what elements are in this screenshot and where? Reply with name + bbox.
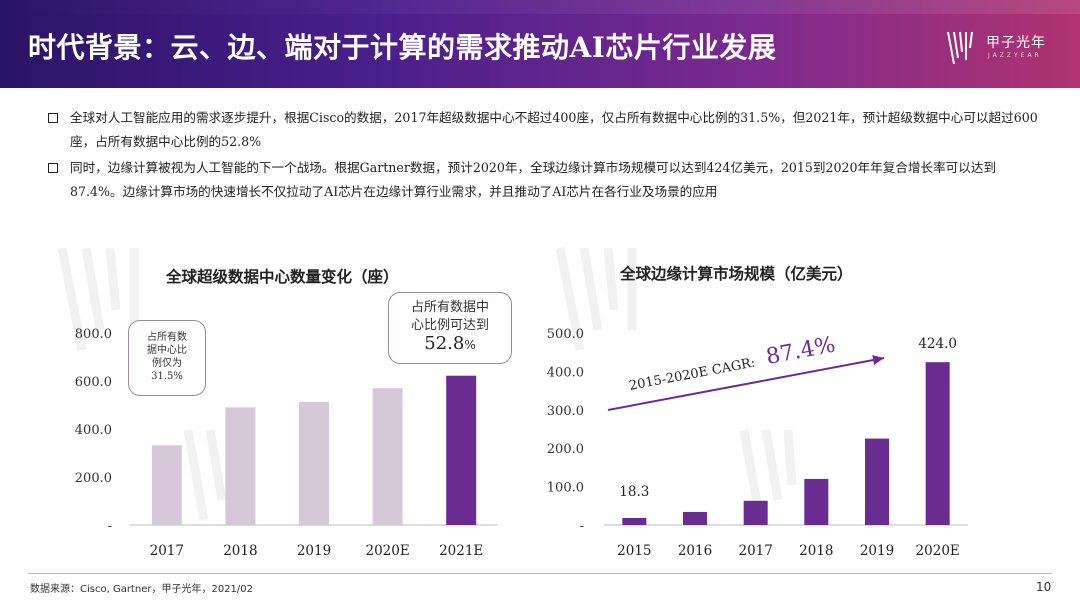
bar-2015	[622, 517, 647, 525]
y-tick-label: 100.0	[547, 481, 584, 496]
y-tick-label: 200.0	[75, 471, 112, 486]
bar-2018	[225, 407, 256, 525]
y-tick-label: -	[580, 519, 584, 534]
bar-2021E	[446, 375, 477, 525]
page-title: 时代背景：云、边、端对于计算的需求推动AI芯片行业发展	[28, 31, 777, 64]
y-tick-label: -	[108, 519, 112, 534]
page-number: 10	[1036, 580, 1052, 594]
footer-divider	[28, 573, 1052, 574]
bullet-text: 全球对人工智能应用的需求逐步提升，根据Cisco的数据，2017年超级数据中心不…	[70, 110, 1038, 149]
square-bullet-icon	[48, 163, 58, 173]
bullet-text: 同时，边缘计算被视为人工智能的下一个战场。根据Gartner数据，预计2020年…	[70, 160, 997, 199]
cagr-value: 87.4%	[764, 332, 837, 370]
callout-line: 占所有数	[147, 332, 187, 343]
x-tick-label: 2019	[860, 543, 894, 559]
x-tick-label: 2017	[150, 543, 184, 559]
x-tick-label: 2016	[678, 543, 712, 559]
callout-line: 例仅为	[152, 358, 182, 369]
callout-line: 心比例可达到	[410, 318, 489, 333]
bar-2017	[151, 445, 182, 525]
x-tick-label: 2017	[738, 543, 772, 559]
bar-2019	[299, 401, 329, 525]
bar-2019	[865, 438, 889, 525]
logo-subtext: JAZZYEAR	[988, 52, 1042, 59]
x-tick-label: 2019	[297, 543, 331, 559]
y-tick-label: 200.0	[547, 442, 584, 457]
bullet-list: 全球对人工智能应用的需求逐步提升，根据Cisco的数据，2017年超级数据中心不…	[48, 106, 1038, 206]
callout-2017-share: 占所有数 据中心比 例仅为 31.5%	[128, 320, 206, 396]
callout-number: 52.8	[424, 333, 465, 354]
y-tick-label: 600.0	[75, 375, 112, 390]
bar-2018	[804, 478, 829, 525]
cagr-arrow-head-icon	[872, 355, 884, 365]
y-tick-label: 500.0	[547, 327, 584, 342]
y-tick-label: 300.0	[547, 404, 584, 419]
x-tick-label: 2015	[617, 543, 651, 559]
logo-text: 甲子光年	[986, 35, 1046, 51]
bar-2020E	[925, 362, 950, 525]
logo-mark-icon	[947, 31, 973, 65]
callout-line: 占所有数据中	[410, 300, 489, 315]
brand-logo: 甲子光年 JAZZYEAR	[944, 28, 1064, 68]
chart1-title: 全球超级数据中心数量变化（座）	[166, 267, 399, 286]
data-label: 18.3	[619, 484, 649, 500]
square-bullet-icon	[48, 113, 58, 123]
y-tick-label: 800.0	[75, 327, 112, 342]
bar-2016	[683, 511, 707, 525]
x-tick-label: 2018	[223, 543, 257, 559]
header-banner: 时代背景：云、边、端对于计算的需求推动AI芯片行业发展 甲子光年 JAZZYEA…	[0, 0, 1080, 88]
callout-line: 31.5%	[151, 371, 183, 382]
callout-unit: %	[464, 338, 476, 352]
chart2-title: 全球边缘计算市场规模（亿美元）	[620, 264, 853, 283]
y-tick-label: 400.0	[75, 423, 112, 438]
y-tick-label: 400.0	[547, 365, 584, 380]
bullet-item: 全球对人工智能应用的需求逐步提升，根据Cisco的数据，2017年超级数据中心不…	[48, 106, 1038, 154]
cagr-arrow-line	[607, 357, 885, 411]
bar-2020E	[372, 388, 403, 525]
data-label: 424.0	[918, 336, 957, 352]
x-tick-label: 2021E	[439, 543, 483, 559]
x-tick-label: 2018	[799, 543, 833, 559]
callout-line: 据中心比	[147, 345, 187, 356]
cagr-label: 2015-2020E CAGR:	[628, 355, 757, 393]
header-stripe	[0, 0, 1080, 14]
x-tick-label: 2020E	[916, 543, 960, 559]
x-tick-label: 2020E	[365, 543, 409, 559]
bullet-item: 同时，边缘计算被视为人工智能的下一个战场。根据Gartner数据，预计2020年…	[48, 156, 1038, 204]
footer-source: 数据来源：Cisco, Gartner，甲子光年，2021/02	[30, 584, 253, 595]
bar-2017	[743, 500, 768, 525]
callout-value: 52.8%	[389, 335, 511, 354]
callout-2021-share: 占所有数据中 心比例可达到 52.8%	[388, 292, 512, 364]
